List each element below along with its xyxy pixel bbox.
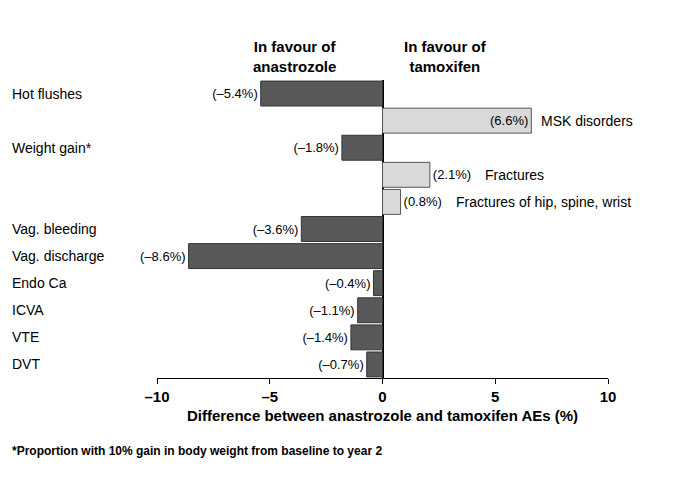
svg-text:Fractures of hip, spine, wrist: Fractures of hip, spine, wrist — [456, 194, 631, 210]
svg-text:In favour ofanastrozole: In favour ofanastrozole — [253, 38, 337, 75]
svg-text:(–3.6%): (–3.6%) — [253, 222, 299, 237]
svg-text:Weight gain*: Weight gain* — [12, 140, 92, 156]
svg-text:–10: –10 — [144, 388, 169, 405]
svg-text:Hot flushes: Hot flushes — [12, 86, 82, 102]
svg-text:ICVA: ICVA — [12, 302, 44, 318]
svg-text:(–1.8%): (–1.8%) — [293, 140, 339, 155]
svg-text:Difference between anastrozole: Difference between anastrozole and tamox… — [187, 407, 578, 424]
svg-text:In favour oftamoxifen: In favour oftamoxifen — [404, 38, 487, 75]
svg-text:Endo Ca: Endo Ca — [12, 275, 67, 291]
svg-text:VTE: VTE — [12, 329, 39, 345]
svg-text:(0.8%): (0.8%) — [404, 194, 442, 209]
svg-text:10: 10 — [600, 388, 617, 405]
svg-text:5: 5 — [491, 388, 499, 405]
svg-text:–5: –5 — [261, 388, 278, 405]
svg-text:Vag. bleeding: Vag. bleeding — [12, 221, 97, 237]
svg-text:(–0.4%): (–0.4%) — [325, 276, 371, 291]
svg-text:(6.6%): (6.6%) — [490, 113, 528, 128]
svg-text:DVT: DVT — [12, 356, 40, 372]
svg-text:Vag. discharge: Vag. discharge — [12, 248, 105, 264]
svg-text:(–1.1%): (–1.1%) — [309, 303, 355, 318]
svg-text:(–0.7%): (–0.7%) — [318, 357, 364, 372]
svg-text:(2.1%): (2.1%) — [433, 167, 471, 182]
svg-text:MSK disorders: MSK disorders — [541, 113, 633, 129]
svg-text:(–8.6%): (–8.6%) — [140, 249, 186, 264]
svg-text:*Proportion with 10% gain in b: *Proportion with 10% gain in body weight… — [12, 444, 382, 458]
svg-text:0: 0 — [378, 388, 386, 405]
svg-text:(–1.4%): (–1.4%) — [302, 330, 348, 345]
svg-text:Fractures: Fractures — [485, 167, 544, 183]
svg-text:(–5.4%): (–5.4%) — [212, 86, 258, 101]
